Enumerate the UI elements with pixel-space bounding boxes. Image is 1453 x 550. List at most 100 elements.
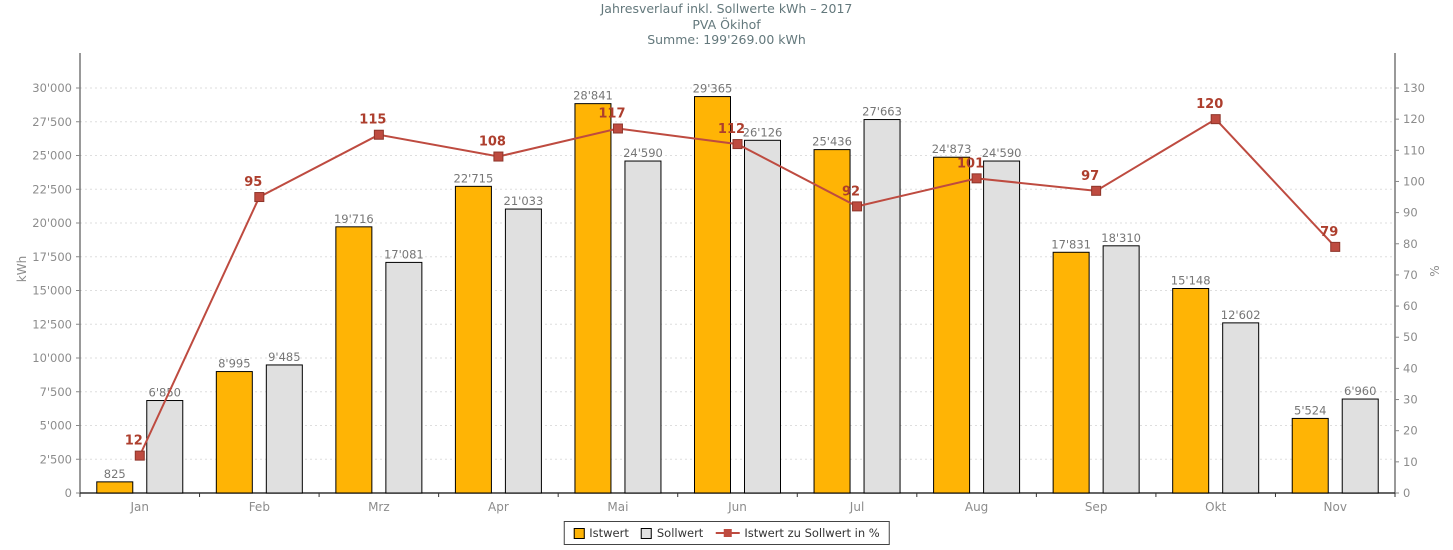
legend-label-percent: Istwert zu Sollwert in % <box>744 526 880 540</box>
percent-line-swatch-icon <box>715 529 740 538</box>
bar-istwert <box>1052 251 1090 494</box>
sollwert-swatch-icon <box>640 527 652 539</box>
bar-istwert <box>694 96 731 494</box>
bar-sollwert <box>146 400 184 494</box>
bar-value-label-sollwert: 21'033 <box>504 194 544 208</box>
bar-sollwert <box>863 119 901 494</box>
month-label: Aug <box>965 500 988 514</box>
month-label: Jun <box>727 500 747 514</box>
bar-sollwert <box>265 364 303 494</box>
legend-item-percent: Istwert zu Sollwert in % <box>715 526 880 540</box>
bar-istwert <box>454 185 492 494</box>
percent-marker <box>373 129 384 140</box>
right-axis-tick-label: 130 <box>1403 81 1425 95</box>
month-label: Nov <box>1324 500 1347 514</box>
bar-istwert <box>215 371 253 494</box>
month-label: Okt <box>1205 500 1226 514</box>
percent-value-label: 101 <box>957 156 984 171</box>
percent-marker <box>612 123 623 134</box>
bar-istwert <box>335 226 373 494</box>
bar-value-label-istwert: 22'715 <box>454 171 494 185</box>
chart-title: Jahresverlauf inkl. Sollwerte kWh – 2017 <box>600 1 853 16</box>
left-axis-tick-label: 30'000 <box>32 81 72 95</box>
percent-value-label: 95 <box>244 175 262 190</box>
bar-value-label-istwert: 17'831 <box>1051 237 1091 251</box>
percent-line <box>138 117 1336 457</box>
bar-istwert <box>574 103 612 494</box>
bar-istwert <box>1172 288 1210 494</box>
bar-value-label-istwert: 25'436 <box>812 135 852 149</box>
bar-value-label-sollwert: 26'126 <box>743 125 783 139</box>
percent-value-label: 120 <box>1196 97 1223 112</box>
percent-value-label: 12 <box>125 434 143 449</box>
percent-value-label: 79 <box>1320 225 1338 240</box>
bar-sollwert <box>504 208 542 494</box>
istwert-swatch-icon <box>573 527 585 539</box>
left-axis-tick-label: 2'500 <box>40 452 72 466</box>
percent-marker <box>732 139 743 150</box>
bar-istwert <box>1291 417 1329 494</box>
right-axis-tick-label: 70 <box>1403 268 1418 282</box>
month-label: Sep <box>1085 500 1108 514</box>
left-axis-tick-label: 17'500 <box>32 250 72 264</box>
bar-sollwert <box>1102 245 1140 494</box>
percent-marker <box>254 192 265 203</box>
right-axis-tick-label: 80 <box>1403 237 1418 251</box>
percent-marker <box>971 173 982 184</box>
bar-value-label-sollwert: 6'960 <box>1344 384 1376 398</box>
bar-value-label-istwert: 5'524 <box>1294 403 1326 417</box>
percent-marker <box>1091 185 1102 196</box>
bar-istwert <box>933 156 971 494</box>
percent-marker <box>134 450 145 461</box>
left-axis-tick-label: 0 <box>65 486 72 500</box>
chart-title-block: Jahresverlauf inkl. Sollwerte kWh – 2017… <box>0 1 1453 48</box>
percent-value-label: 97 <box>1081 169 1099 184</box>
left-axis-tick-label: 25'000 <box>32 149 72 163</box>
bar-value-label-istwert: 24'873 <box>932 142 972 156</box>
left-axis-tick-label: 7'500 <box>40 385 72 399</box>
bar-value-label-sollwert: 18'310 <box>1101 231 1141 245</box>
percent-marker <box>1210 114 1221 125</box>
chart-sum-line: Summe: 199'269.00 kWh <box>647 32 806 47</box>
bar-value-label-sollwert: 6'850 <box>149 386 181 400</box>
month-label: Mai <box>607 500 628 514</box>
right-axis-tick-label: 20 <box>1403 424 1418 438</box>
month-label: Jan <box>130 500 150 514</box>
left-axis-tick-label: 12'500 <box>32 317 72 331</box>
month-label: Apr <box>488 500 509 514</box>
bar-value-label-sollwert: 12'602 <box>1221 308 1261 322</box>
percent-value-label: 92 <box>842 184 860 199</box>
bar-sollwert <box>1341 398 1379 494</box>
right-axis-tick-label: 0 <box>1403 486 1410 500</box>
right-axis-tick-label: 60 <box>1403 299 1418 313</box>
percent-marker <box>1330 241 1341 252</box>
bar-sollwert <box>624 160 662 494</box>
bar-value-label-istwert: 825 <box>104 467 126 481</box>
percent-value-label: 112 <box>718 122 745 137</box>
right-axis-tick-label: 50 <box>1403 330 1418 344</box>
percent-marker <box>852 201 863 212</box>
right-axis-tick-label: 10 <box>1403 455 1418 469</box>
bar-sollwert <box>983 160 1021 494</box>
left-axis-tick-label: 10'000 <box>32 351 72 365</box>
percent-value-label: 115 <box>359 113 386 128</box>
right-axis-tick-label: 100 <box>1403 174 1425 188</box>
month-label: Feb <box>249 500 270 514</box>
bar-sollwert <box>385 261 423 494</box>
bar-value-label-istwert: 8'995 <box>218 357 250 371</box>
right-axis-tick-label: 90 <box>1403 206 1418 220</box>
percent-value-label: 117 <box>598 107 625 122</box>
chart-subtitle: PVA Ökihof <box>692 16 761 32</box>
right-axis-tick-label: 30 <box>1403 393 1418 407</box>
legend-item-istwert: Istwert <box>573 526 629 540</box>
bar-istwert <box>813 149 851 494</box>
bar-value-label-sollwert: 9'485 <box>268 350 300 364</box>
legend-label-sollwert: Sollwert <box>656 526 704 540</box>
month-label: Mrz <box>368 500 390 514</box>
left-axis-tick-label: 27'500 <box>32 115 72 129</box>
percent-marker <box>493 151 504 162</box>
bar-value-label-sollwert: 24'590 <box>982 146 1022 160</box>
bar-sollwert <box>1222 322 1260 494</box>
